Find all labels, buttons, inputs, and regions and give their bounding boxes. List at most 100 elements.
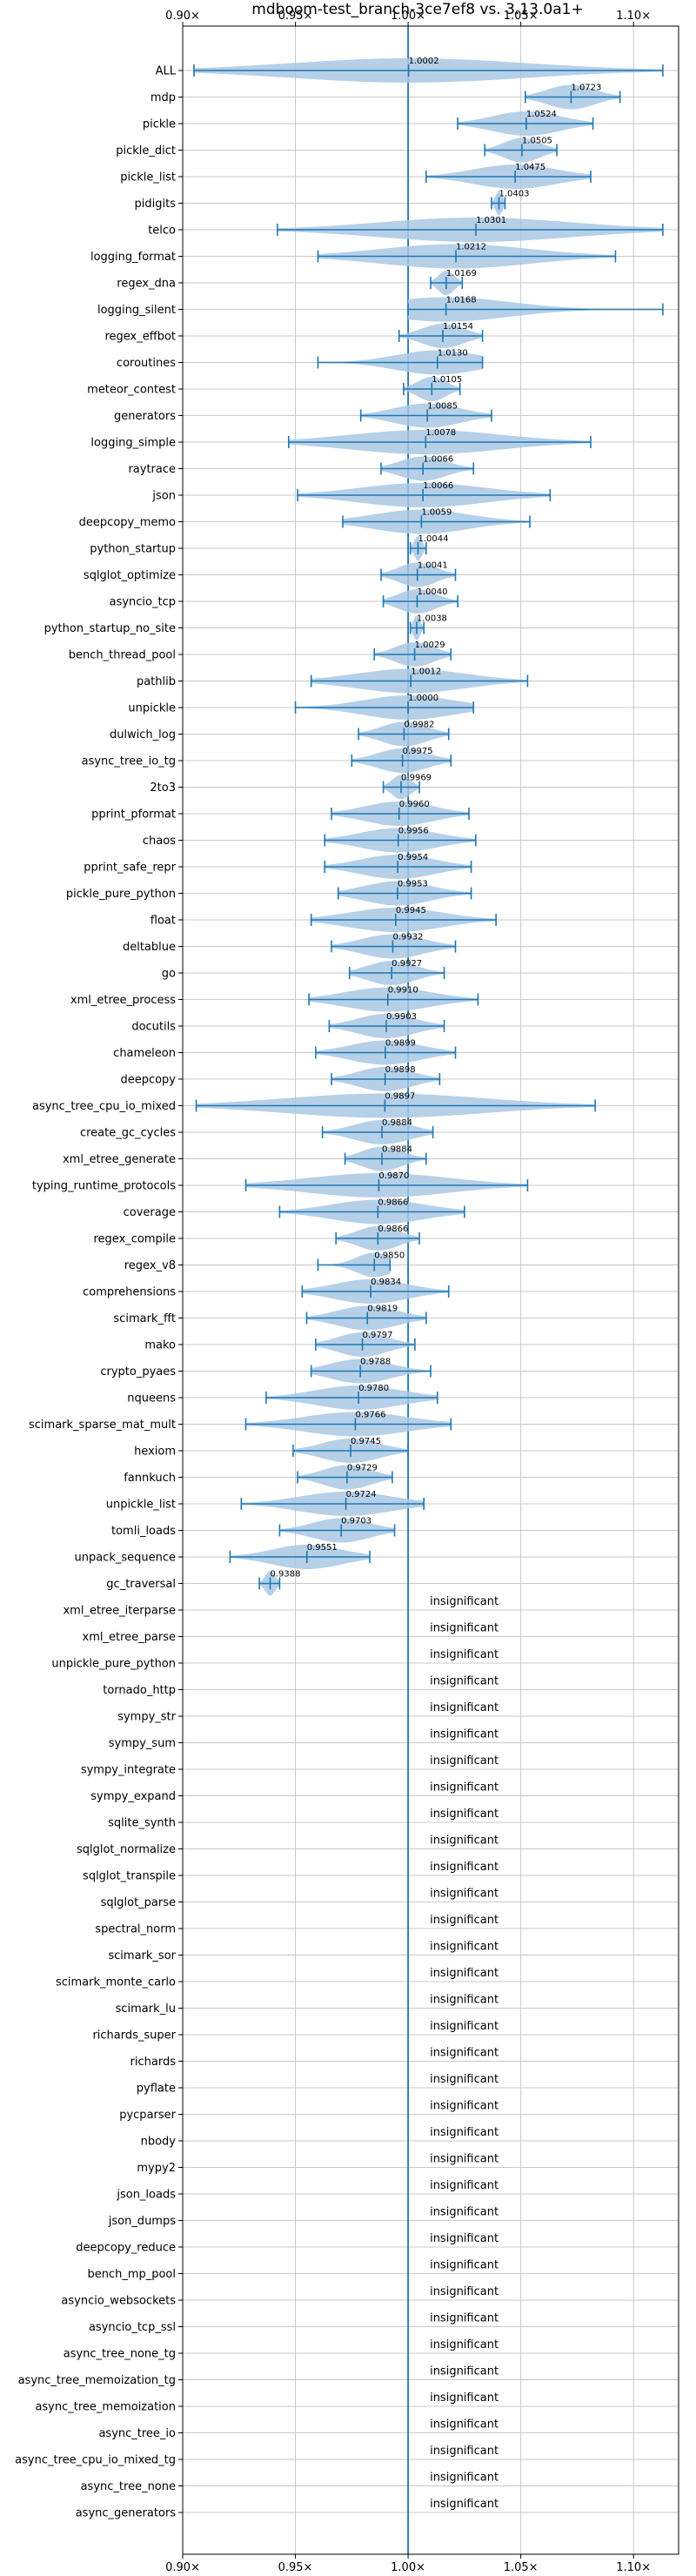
- insignificant-label: insignificant: [430, 2259, 499, 2272]
- category-label: raytrace: [128, 463, 176, 476]
- category-label: sympy_sum: [109, 1737, 176, 1750]
- category-label: bench_mp_pool: [87, 2268, 176, 2281]
- insignificant-label: insignificant: [430, 2179, 499, 2192]
- x-tick-label-bottom: 1.10×: [616, 2561, 651, 2574]
- median-value-label: 1.0041: [418, 561, 448, 571]
- category-label: python_startup: [90, 543, 176, 556]
- category-label: sqlglot_normalize: [77, 1843, 176, 1856]
- median-value-label: 1.0059: [421, 508, 452, 518]
- median-value-label: 0.9766: [355, 1411, 385, 1420]
- category-label: async_tree_cpu_io_mixed_tg: [15, 2454, 176, 2467]
- category-label: xml_etree_generate: [63, 1153, 176, 1166]
- median-value-label: 1.0066: [423, 481, 453, 491]
- category-label: json: [151, 490, 176, 503]
- category-label: async_tree_io_tg: [82, 755, 176, 768]
- median-value-label: 0.9932: [392, 933, 423, 943]
- x-tick-label-bottom: 1.05×: [504, 2561, 539, 2574]
- insignificant-label: insignificant: [430, 2126, 499, 2139]
- x-tick-label-top: 0.95×: [278, 10, 313, 23]
- tick-layer: 0.90× 0.90× 0.95× 0.95× 1.00× 1.00× 1.05× 1.05×…: [165, 10, 651, 2574]
- median-value-label: 0.9903: [386, 1012, 417, 1022]
- median-value-label: 0.9724: [346, 1490, 377, 1499]
- category-label: pidigits: [135, 198, 177, 211]
- category-label: xml_etree_iterparse: [63, 1605, 176, 1618]
- category-label: unpickle_pure_python: [51, 1658, 176, 1671]
- median-value-label: 1.0029: [415, 641, 445, 650]
- median-value-label: 0.9969: [401, 774, 432, 783]
- median-value-label: 0.9866: [378, 1224, 408, 1234]
- median-value-label: 1.0723: [571, 84, 601, 93]
- category-label: logging_format: [90, 251, 176, 264]
- category-label: tomli_loads: [111, 1525, 176, 1538]
- category-label: meteor_contest: [87, 384, 176, 397]
- category-label: unpack_sequence: [74, 1552, 176, 1565]
- category-label: sqlglot_optimize: [84, 569, 176, 582]
- category-label: pyflate: [137, 2083, 176, 2096]
- median-value-label: 0.9898: [385, 1065, 416, 1075]
- category-label: deepcopy_reduce: [76, 2242, 176, 2255]
- category-label: deepcopy: [120, 1074, 176, 1087]
- category-label: pycparser: [119, 2109, 176, 2122]
- median-value-label: 0.9960: [399, 800, 430, 809]
- category-label: regex_dna: [117, 278, 176, 291]
- category-label: go: [162, 968, 176, 981]
- median-value-label: 0.9870: [378, 1171, 409, 1181]
- category-label: asyncio_tcp: [110, 596, 176, 609]
- insignificant-label: insignificant: [430, 2153, 499, 2166]
- category-label: create_gc_cycles: [80, 1127, 176, 1140]
- category-label: regex_v8: [124, 1259, 176, 1272]
- insignificant-label: insignificant: [430, 2073, 499, 2086]
- insignificant-label: insignificant: [430, 1728, 499, 1741]
- median-value-label: 0.9388: [271, 1570, 301, 1580]
- insignificant-label: insignificant: [430, 1675, 499, 1688]
- category-label: pprint_safe_repr: [84, 862, 176, 875]
- category-label: json_dumps: [108, 2215, 176, 2228]
- insignificant-label: insignificant: [430, 1835, 499, 1848]
- x-tick-label-top: 0.90×: [165, 10, 200, 23]
- insignificant-label: insignificant: [430, 1808, 499, 1821]
- median-value-label: 1.0002: [409, 57, 439, 66]
- insignificant-label: insignificant: [430, 2206, 499, 2219]
- category-label: sympy_expand: [90, 1790, 176, 1803]
- median-value-label: 0.9797: [362, 1331, 392, 1340]
- median-value-label: 0.9953: [398, 880, 428, 889]
- category-label: xml_etree_process: [70, 994, 176, 1007]
- median-value-label: 1.0168: [446, 296, 477, 305]
- label-layer: ALL mdp pickle pickle_dict pickle_listpidigi…: [15, 57, 601, 2520]
- category-label: comprehensions: [83, 1286, 176, 1299]
- median-value-label: 1.0154: [443, 322, 473, 332]
- median-value-label: 0.9982: [404, 721, 434, 730]
- median-value-label: 0.9884: [382, 1118, 412, 1128]
- median-value-label: 0.9884: [382, 1145, 412, 1155]
- category-label: asyncio_tcp_ssl: [89, 2321, 176, 2334]
- category-label: richards: [130, 2056, 177, 2069]
- insignificant-label: insignificant: [430, 2020, 499, 2033]
- median-value-label: 1.0130: [438, 349, 468, 359]
- median-value-label: 0.9729: [347, 1464, 378, 1473]
- median-value-label: 1.0066: [423, 455, 453, 465]
- insignificant-label: insignificant: [430, 1941, 499, 1954]
- category-label: logging_simple: [90, 437, 176, 450]
- category-label: async_tree_cpu_io_mixed: [32, 1100, 176, 1113]
- median-value-label: 1.0078: [425, 428, 456, 438]
- median-value-label: 1.0040: [417, 587, 447, 597]
- violin-layer: [193, 58, 664, 1596]
- category-label: async_tree_memoization: [35, 2401, 176, 2414]
- median-value-label: 1.0301: [476, 216, 506, 225]
- category-label: sympy_str: [117, 1711, 176, 1724]
- insignificant-label: insignificant: [430, 1781, 499, 1794]
- insignificant-label: insignificant: [430, 2472, 499, 2485]
- median-value-label: 0.9850: [374, 1251, 405, 1261]
- insignificant-label: insignificant: [430, 1701, 499, 1714]
- median-value-label: 1.0524: [526, 110, 557, 119]
- category-label: deepcopy_memo: [79, 516, 176, 529]
- median-value-label: 0.9954: [398, 853, 428, 862]
- category-label: mdp: [151, 91, 176, 104]
- x-tick-label-top: 1.10×: [616, 10, 651, 23]
- category-label: coverage: [124, 1206, 176, 1219]
- median-value-label: 1.0044: [418, 534, 448, 544]
- category-label: async_tree_memoization_tg: [18, 2374, 176, 2387]
- x-tick-label-bottom: 1.00×: [391, 2561, 425, 2574]
- category-label: async_tree_io: [98, 2427, 176, 2440]
- median-value-label: 1.0038: [417, 614, 447, 624]
